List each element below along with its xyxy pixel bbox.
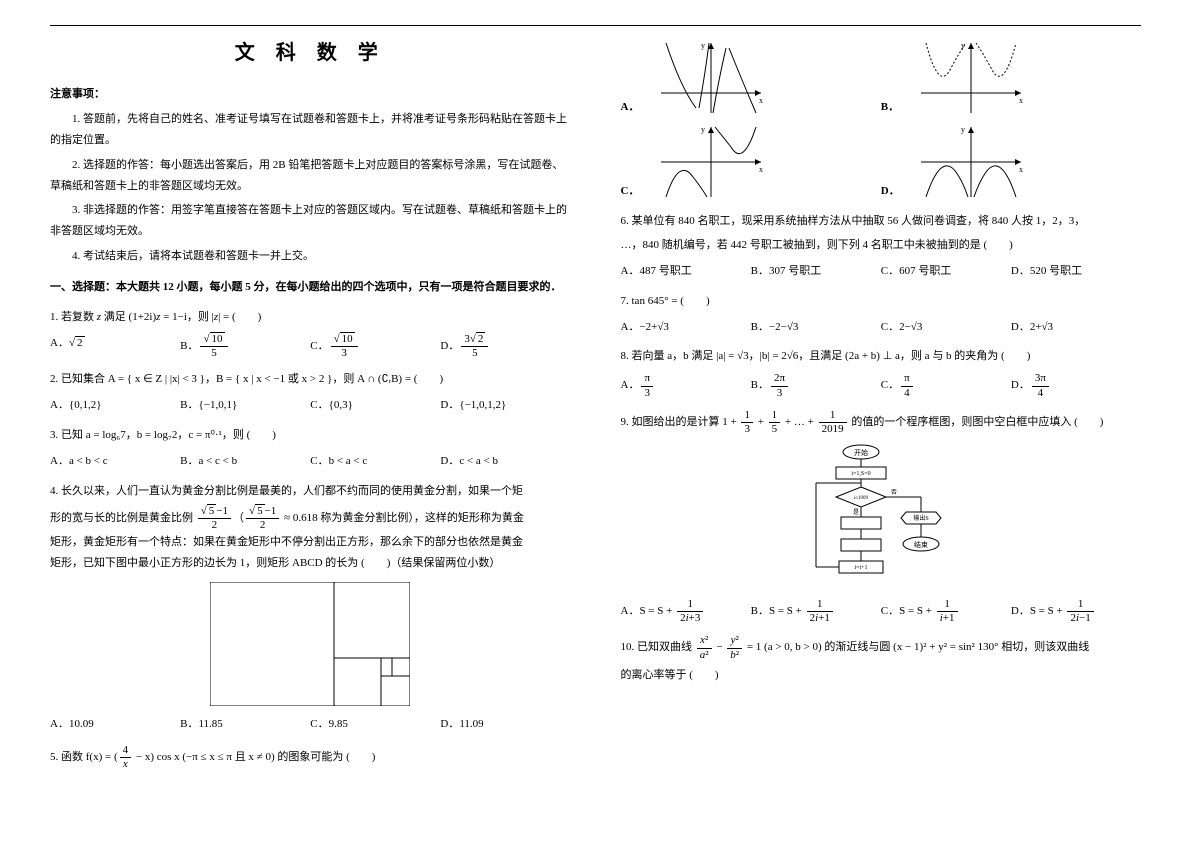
q1-opt-a: A．2 bbox=[50, 333, 180, 360]
q8-options: A．π3 B．2π3 C．π4 D．3π4 bbox=[621, 372, 1142, 399]
q5-graph-c: xy bbox=[651, 122, 881, 202]
question-5: 5. 函数 f(x) = (4x − x) cos x (−π ≤ x ≤ π … bbox=[50, 744, 571, 771]
q5-graph-d: xy bbox=[911, 122, 1141, 202]
q9-options: A．S = S + 12i+3 B．S = S + 12i+1 C．S = S … bbox=[621, 598, 1142, 625]
q3-opt-d: D．c < a < b bbox=[440, 451, 570, 472]
q4-opt-c: C．9.85 bbox=[310, 714, 440, 735]
part1-heading: 一、选择题：本大题共 12 小题，每小题 5 分，在每小题给出的四个选项中，只有… bbox=[50, 277, 571, 298]
question-3: 3. 已知 a = log₆7，b = log₇2，c = π⁰·¹，则 ( ) bbox=[50, 425, 571, 446]
question-6-p2: …，840 随机编号，若 442 号职工被抽到，则下列 4 名职工中未被抽到的是… bbox=[621, 235, 1142, 256]
notice-1: 1. 答题前，先将自己的姓名、准考证号填写在试题卷和答题卡上，并将准考证号条形码… bbox=[50, 109, 571, 151]
question-8: 8. 若向量 a，b 满足 |a| = √3，|b| = 2√6，且满足 (2a… bbox=[621, 346, 1142, 367]
q2-opt-a: A．{0,1,2} bbox=[50, 395, 180, 416]
q1-stem-end: | = ( ) bbox=[218, 311, 261, 323]
q1-stem-pre: 1. 若复数 bbox=[50, 311, 97, 323]
q8-opt-a: A．π3 bbox=[621, 372, 751, 399]
q5-graphs-row1: A． xy B． xy bbox=[621, 38, 1142, 118]
q2-opt-b: B．{−1,0,1} bbox=[180, 395, 310, 416]
svg-text:y: y bbox=[961, 125, 965, 134]
q3-options: A．a < b < c B．a < c < b C．b < a < c D．c … bbox=[50, 451, 571, 472]
q7-opt-a: A．−2+√3 bbox=[621, 317, 751, 338]
q8-opt-c: C．π4 bbox=[881, 372, 1011, 399]
notice-3: 3. 非选择题的作答：用签字笔直接答在答题卡上对应的答题区域内。写在试题卷、草稿… bbox=[50, 200, 571, 242]
q9-opt-d: D．S = S + 12i−1 bbox=[1011, 598, 1141, 625]
question-4-p2: 形的宽与长的比例是黄金比例 5−12（5−12 ≈ 0.618 称为黄金分割比例… bbox=[50, 505, 571, 532]
question-4-p4: 矩形，已知下图中最小正方形的边长为 1，则矩形 ABCD 的长为 ( )（结果保… bbox=[50, 553, 571, 574]
svg-text:x: x bbox=[759, 165, 763, 174]
question-4-p1: 4. 长久以来，人们一直认为黄金分割比例是最美的，人们都不约而同的使用黄金分割，… bbox=[50, 481, 571, 502]
q5-label-d: D． bbox=[881, 181, 911, 202]
svg-text:y: y bbox=[701, 41, 705, 50]
q5-label-a: A． bbox=[621, 97, 651, 118]
q5-graph-b: xy bbox=[911, 38, 1141, 118]
svg-text:i=i+1: i=i+1 bbox=[854, 565, 867, 571]
q9-opt-a: A．S = S + 12i+3 bbox=[621, 598, 751, 625]
right-column: A． xy B． xy C． xy bbox=[621, 34, 1142, 822]
svg-text:i=1,S=0: i=1,S=0 bbox=[851, 471, 870, 477]
q1-opt-d: D．325 bbox=[440, 333, 570, 360]
svg-text:i≤1009: i≤1009 bbox=[854, 496, 869, 501]
q7-opt-b: B．−2−√3 bbox=[751, 317, 881, 338]
flowchart-figure: 开始 i=1,S=0 i≤1009 否是 输出S 结束 i=i+1 bbox=[791, 442, 971, 592]
question-1: 1. 若复数 z 满足 (1+2i)z = 1−i，则 |z| = ( ) bbox=[50, 307, 571, 328]
svg-text:x: x bbox=[1019, 96, 1023, 105]
svg-text:是: 是 bbox=[853, 509, 859, 516]
svg-text:x: x bbox=[1019, 165, 1023, 174]
q4-opt-b: B．11.85 bbox=[180, 714, 310, 735]
q3-opt-b: B．a < c < b bbox=[180, 451, 310, 472]
question-10: 10. 已知双曲线 x²a² − y²b² = 1 (a > 0, b > 0)… bbox=[621, 634, 1142, 661]
question-2: 2. 已知集合 A = { x ∈ Z | |x| < 3 }，B = { x … bbox=[50, 369, 571, 390]
q6-opt-c: C．607 号职工 bbox=[881, 261, 1011, 282]
q8-opt-d: D．3π4 bbox=[1011, 372, 1141, 399]
q1-stem-mid: 满足 (1+2i) bbox=[101, 311, 156, 323]
left-column: 文 科 数 学 注意事项： 1. 答题前，先将自己的姓名、准考证号填写在试题卷和… bbox=[50, 34, 571, 822]
q7-options: A．−2+√3 B．−2−√3 C．2−√3 D．2+√3 bbox=[621, 317, 1142, 338]
notice-2: 2. 选择题的作答：每小题选出答案后，用 2B 铅笔把答题卡上对应题目的答案标号… bbox=[50, 155, 571, 197]
svg-text:输出S: 输出S bbox=[913, 514, 928, 522]
svg-text:y: y bbox=[701, 125, 705, 134]
q1-opt-b: B．105 bbox=[180, 333, 310, 360]
q5-graphs-row2: C． xy D． xy bbox=[621, 122, 1142, 202]
q1-opt-c: C．103 bbox=[310, 333, 440, 360]
q7-opt-c: C．2−√3 bbox=[881, 317, 1011, 338]
q6-opt-d: D．520 号职工 bbox=[1011, 261, 1141, 282]
svg-text:结束: 结束 bbox=[914, 540, 928, 549]
q9-opt-c: C．S = S + 1i+1 bbox=[881, 598, 1011, 625]
q4-options: A．10.09 B．11.85 C．9.85 D．11.09 bbox=[50, 714, 571, 735]
svg-text:y: y bbox=[961, 41, 965, 50]
notice-4: 4. 考试结束后，请将本试题卷和答题卡一并上交。 bbox=[50, 246, 571, 267]
q9-opt-b: B．S = S + 12i+1 bbox=[751, 598, 881, 625]
q8-opt-b: B．2π3 bbox=[751, 372, 881, 399]
question-4-p3: 矩形，黄金矩形有一个特点：如果在黄金矩形中不停分割出正方形，那么余下的部分也依然… bbox=[50, 532, 571, 553]
q3-opt-c: C．b < a < c bbox=[310, 451, 440, 472]
q5-label-c: C． bbox=[621, 181, 651, 202]
svg-text:x: x bbox=[759, 96, 763, 105]
q2-opt-d: D．{−1,0,1,2} bbox=[440, 395, 570, 416]
q5-graph-a: xy bbox=[651, 38, 881, 118]
question-10-p2: 的离心率等于 ( ) bbox=[621, 665, 1142, 686]
question-6-p1: 6. 某单位有 840 名职工，现采用系统抽样方法从中抽取 56 人做问卷调查，… bbox=[621, 211, 1142, 232]
q7-opt-d: D．2+√3 bbox=[1011, 317, 1141, 338]
q4-opt-d: D．11.09 bbox=[440, 714, 570, 735]
exam-title: 文 科 数 学 bbox=[50, 34, 571, 72]
svg-text:否: 否 bbox=[891, 489, 897, 496]
q6-opt-a: A．487 号职工 bbox=[621, 261, 751, 282]
q6-opt-b: B．307 号职工 bbox=[751, 261, 881, 282]
q5-label-b: B． bbox=[881, 97, 911, 118]
question-7: 7. tan 645° = ( ) bbox=[621, 291, 1142, 312]
flow-start-text: 开始 bbox=[854, 448, 868, 457]
notice-heading: 注意事项： bbox=[50, 84, 571, 105]
q1-stem-post: = 1−i，则 | bbox=[160, 311, 213, 323]
q2-opt-c: C．{0,3} bbox=[310, 395, 440, 416]
q4-opt-a: A．10.09 bbox=[50, 714, 180, 735]
question-9: 9. 如图给出的是计算 1 + 13 + 15 + … + 12019 的值的一… bbox=[621, 409, 1142, 436]
q6-options: A．487 号职工 B．307 号职工 C．607 号职工 D．520 号职工 bbox=[621, 261, 1142, 282]
golden-rectangle-figure bbox=[210, 582, 410, 706]
q1-options: A．2 B．105 C．103 D．325 bbox=[50, 333, 571, 360]
q2-options: A．{0,1,2} B．{−1,0,1} C．{0,3} D．{−1,0,1,2… bbox=[50, 395, 571, 416]
q3-opt-a: A．a < b < c bbox=[50, 451, 180, 472]
